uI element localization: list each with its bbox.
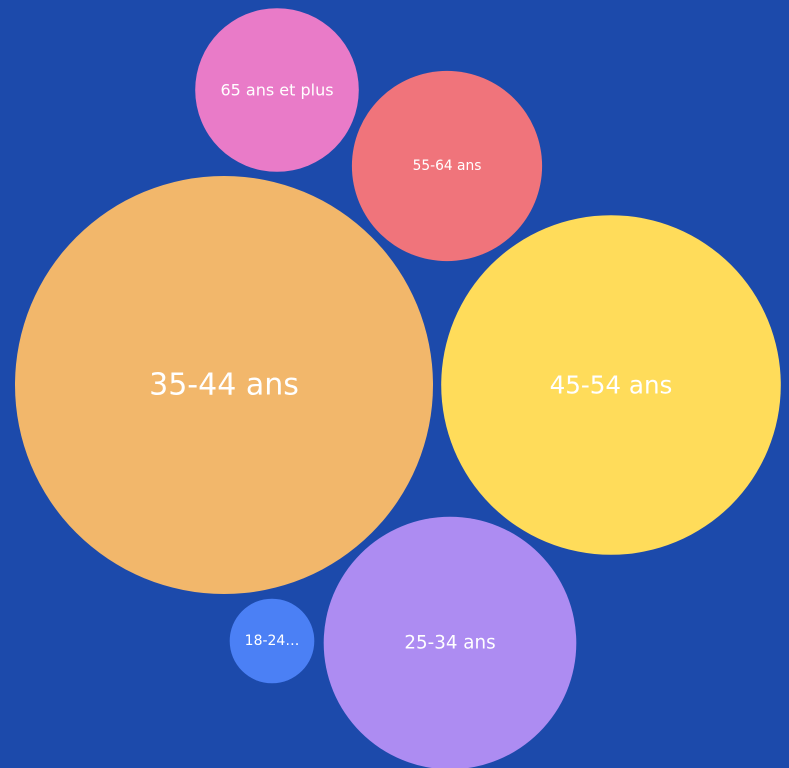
bubble-18-24[interactable]: 18-24…	[229, 598, 315, 684]
bubble-35-44-ans[interactable]: 35-44 ans	[15, 176, 433, 594]
bubble-circle-45-54-ans[interactable]	[441, 215, 781, 555]
bubble-45-54-ans[interactable]: 45-54 ans	[441, 215, 781, 555]
bubble-55-64-ans[interactable]: 55-64 ans	[351, 70, 543, 262]
bubble-65-ans-et-plus[interactable]: 65 ans et plus	[195, 8, 359, 172]
bubble-label-18-24: 18-24…	[245, 633, 300, 649]
bubbles-layer: 35-44 ans 45-54 ans 25-34 ans 55-64 ans 65 a…	[15, 8, 781, 768]
bubble-circle-65-ans-et-plus[interactable]	[195, 8, 359, 172]
bubble-circle-25-34-ans[interactable]	[323, 516, 577, 768]
bubble-25-34-ans[interactable]: 25-34 ans	[323, 516, 577, 768]
bubble-label-35-44-ans: 35-44 ans	[149, 368, 299, 403]
bubble-circle-35-44-ans[interactable]	[15, 176, 433, 594]
bubble-circle-55-64-ans[interactable]	[351, 70, 543, 262]
bubble-label-25-34-ans: 25-34 ans	[404, 633, 495, 654]
bubble-label-55-64-ans: 55-64 ans	[413, 158, 482, 174]
bubble-label-45-54-ans: 45-54 ans	[550, 371, 673, 400]
bubble-circle-18-24[interactable]	[229, 598, 315, 684]
bubble-label-65-ans-et-plus: 65 ans et plus	[220, 81, 333, 100]
